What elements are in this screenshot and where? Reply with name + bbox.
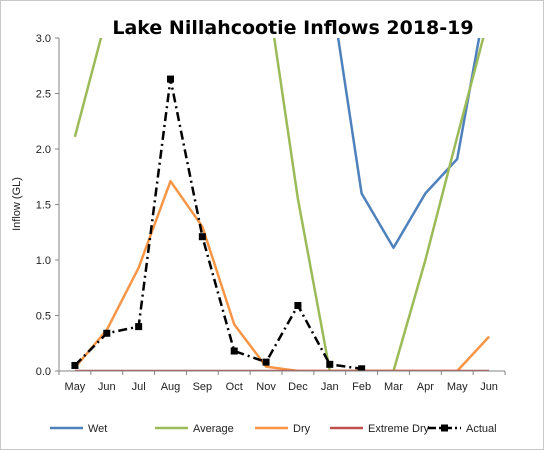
data-point-actual xyxy=(358,365,366,371)
legend-label: Wet xyxy=(88,423,107,435)
x-tick-label: Apr xyxy=(417,381,434,393)
data-point-actual xyxy=(294,302,302,310)
x-tick-label: Jun xyxy=(98,381,116,393)
x-tick-label: May xyxy=(447,381,468,393)
data-point-actual xyxy=(262,358,270,366)
y-tick-label: 1.5 xyxy=(36,200,51,212)
legend-item-dry: Dry xyxy=(255,423,311,435)
legend-label: Actual xyxy=(466,423,497,435)
data-point-actual xyxy=(71,361,79,369)
legend-label: Dry xyxy=(293,423,311,435)
legend-label: Extreme Dry xyxy=(368,423,430,435)
series-line-dry xyxy=(73,179,491,371)
data-point-actual xyxy=(103,329,111,337)
axes-layer: 0.0 0.5 1.0 1.5 2.0 2.5 3.0 May Jun Jul Aug Sep Oct N… xyxy=(36,33,506,393)
series-line-wet xyxy=(336,38,481,250)
x-tick-label: May xyxy=(65,381,86,393)
legend-item-extreme-dry: Extreme Dry xyxy=(330,423,430,435)
y-axis-label: Inflow (GL) xyxy=(11,177,23,231)
y-tick-label: 2.5 xyxy=(36,89,51,101)
chart-title: Lake Nillahcootie Inflows 2018-19 xyxy=(112,17,473,39)
x-tick-label: Nov xyxy=(256,381,276,393)
y-tick-label: 0.5 xyxy=(36,311,51,323)
x-tick-label: Feb xyxy=(352,381,371,393)
data-point-actual xyxy=(198,233,206,241)
y-tick-label: 2.0 xyxy=(36,144,51,156)
x-tick-label: Sep xyxy=(193,381,213,393)
x-tick-label: Oct xyxy=(226,381,243,393)
series-line-average xyxy=(272,38,485,371)
legend: Wet Average Dry Extreme Dry Actual xyxy=(50,423,497,435)
x-tick-label: Mar xyxy=(384,381,403,393)
x-tick-label: Dec xyxy=(288,381,308,393)
data-point-actual xyxy=(167,75,174,83)
y-tick-label: 1.0 xyxy=(36,255,51,267)
legend-item-average: Average xyxy=(155,423,234,435)
y-tick-label: 3.0 xyxy=(36,33,51,45)
legend-item-actual: Actual xyxy=(428,423,497,435)
legend-marker xyxy=(441,424,448,432)
x-tick-label: Jul xyxy=(132,381,146,393)
series-line-actual xyxy=(74,77,362,371)
y-tick-label: 0.0 xyxy=(36,366,51,378)
series-layer xyxy=(71,38,491,371)
data-point-actual xyxy=(326,360,334,368)
legend-item-wet: Wet xyxy=(50,423,107,435)
data-point-actual xyxy=(135,323,143,331)
x-tick-label: Aug xyxy=(161,381,181,393)
x-tick-label: Jun xyxy=(480,381,498,393)
series-line-average xyxy=(73,38,103,138)
legend-label: Average xyxy=(193,423,234,435)
data-point-actual xyxy=(230,347,238,355)
x-tick-label: Jan xyxy=(321,381,339,393)
